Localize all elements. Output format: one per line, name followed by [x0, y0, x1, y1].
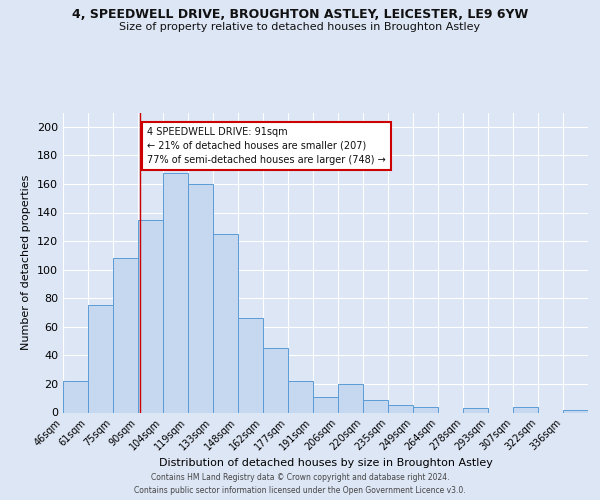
X-axis label: Distribution of detached houses by size in Broughton Astley: Distribution of detached houses by size …	[158, 458, 493, 468]
Text: Size of property relative to detached houses in Broughton Astley: Size of property relative to detached ho…	[119, 22, 481, 32]
Bar	[213, 234, 238, 412]
Bar	[238, 318, 263, 412]
Bar	[413, 407, 438, 412]
Bar	[88, 306, 113, 412]
Bar	[163, 172, 188, 412]
Bar	[188, 184, 213, 412]
Text: 4, SPEEDWELL DRIVE, BROUGHTON ASTLEY, LEICESTER, LE9 6YW: 4, SPEEDWELL DRIVE, BROUGHTON ASTLEY, LE…	[72, 8, 528, 20]
Bar	[388, 406, 413, 412]
Bar	[513, 407, 538, 412]
Bar	[138, 220, 163, 412]
Bar	[463, 408, 488, 412]
Bar	[63, 381, 88, 412]
Bar	[113, 258, 138, 412]
Bar	[338, 384, 363, 412]
Bar	[263, 348, 288, 412]
Y-axis label: Number of detached properties: Number of detached properties	[22, 175, 31, 350]
Bar	[313, 397, 338, 412]
Text: Contains HM Land Registry data © Crown copyright and database right 2024.
Contai: Contains HM Land Registry data © Crown c…	[134, 473, 466, 495]
Bar	[563, 410, 588, 412]
Bar	[363, 400, 388, 412]
Text: 4 SPEEDWELL DRIVE: 91sqm
← 21% of detached houses are smaller (207)
77% of semi-: 4 SPEEDWELL DRIVE: 91sqm ← 21% of detach…	[147, 127, 386, 165]
Bar	[288, 381, 313, 412]
